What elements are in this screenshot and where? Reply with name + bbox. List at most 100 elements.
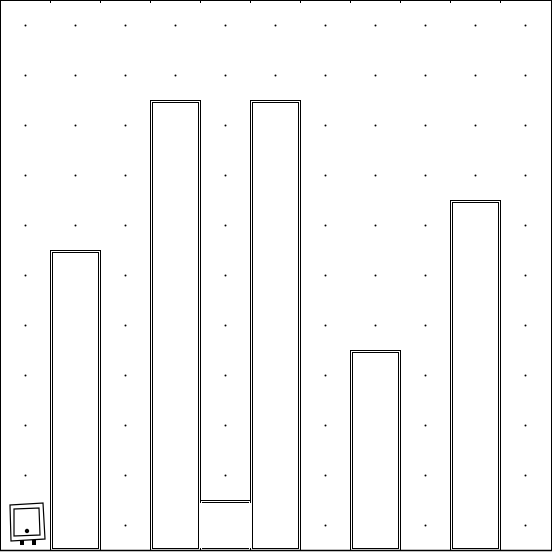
grid-dot	[524, 274, 527, 277]
wall-outer-edge	[50, 250, 101, 551]
grid-dot	[124, 224, 127, 227]
wall-outer-edge	[200, 500, 251, 551]
grid-dot	[474, 174, 477, 177]
grid-dot	[524, 124, 527, 127]
grid-dot	[24, 224, 27, 227]
grid-dot	[324, 524, 327, 527]
wall-join-right	[247, 503, 251, 548]
wall-outer-edge	[150, 100, 201, 551]
robot-leg-right	[32, 540, 36, 545]
grid-dot	[74, 124, 77, 127]
grid-dot	[74, 174, 77, 177]
grid-dot	[424, 74, 427, 77]
grid-dot	[374, 324, 377, 327]
grid-dot	[524, 524, 527, 527]
grid-dot	[124, 424, 127, 427]
grid-dot	[324, 324, 327, 327]
grid-dot	[274, 74, 277, 77]
grid-dot	[124, 174, 127, 177]
grid-dot	[124, 324, 127, 327]
wall-inner-edge	[152, 102, 199, 549]
grid-dot	[324, 224, 327, 227]
wall-column-5	[250, 100, 301, 551]
grid-dot	[24, 274, 27, 277]
grid-dot	[224, 74, 227, 77]
wall-column-7	[350, 350, 401, 551]
grid-dot	[24, 174, 27, 177]
grid-dot	[524, 474, 527, 477]
grid-dot	[524, 224, 527, 227]
grid-dot	[374, 274, 377, 277]
grid-dot	[424, 374, 427, 377]
wall-column-1	[50, 250, 101, 551]
grid-dot	[224, 324, 227, 327]
grid-dot	[524, 24, 527, 27]
grid-dot	[74, 224, 77, 227]
grid-dot	[124, 124, 127, 127]
grid-dot	[374, 74, 377, 77]
grid-dot	[324, 374, 327, 377]
grid-dot	[124, 374, 127, 377]
grid-dot	[374, 24, 377, 27]
grid-dot	[324, 74, 327, 77]
grid-dot	[74, 24, 77, 27]
grid-dot	[324, 24, 327, 27]
grid-dot	[74, 74, 77, 77]
grid-dot	[424, 324, 427, 327]
grid-dot	[224, 224, 227, 227]
grid-dot	[224, 274, 227, 277]
grid-dot	[474, 124, 477, 127]
grid-dot	[524, 174, 527, 177]
robot-leg-left	[20, 540, 24, 545]
wall-inner-edge	[252, 102, 299, 549]
grid-dot	[324, 474, 327, 477]
grid-dot	[224, 174, 227, 177]
grid-dot	[224, 424, 227, 427]
grid-dot	[124, 24, 127, 27]
grid-dot	[174, 74, 177, 77]
wall-outer-edge	[250, 100, 301, 551]
grid-dot	[324, 274, 327, 277]
grid-dot	[124, 474, 127, 477]
grid-dot	[424, 224, 427, 227]
wall-column-3	[150, 100, 201, 551]
wall-u-joins	[199, 500, 251, 548]
grid-dot	[424, 424, 427, 427]
grid-dot	[374, 174, 377, 177]
grid-dot	[324, 124, 327, 127]
grid-dot	[374, 224, 377, 227]
grid-dot	[24, 324, 27, 327]
wall-outer-edge	[450, 200, 501, 551]
grid-dot	[474, 74, 477, 77]
grid-dot	[224, 474, 227, 477]
robot-icon[interactable]	[9, 502, 46, 545]
grid-dot	[224, 124, 227, 127]
grid-dot	[374, 124, 377, 127]
grid-dot	[124, 524, 127, 527]
grid-dot	[524, 324, 527, 327]
wall-u-bottom	[200, 500, 251, 551]
grid-dot	[474, 24, 477, 27]
wall-inner-edge	[52, 252, 99, 549]
grid-dot	[24, 374, 27, 377]
grid-dot	[24, 124, 27, 127]
grid-dot	[124, 274, 127, 277]
grid-dot	[224, 24, 227, 27]
grid-dot	[424, 524, 427, 527]
grid-dot	[424, 474, 427, 477]
wall-inner-edge	[452, 202, 499, 549]
wall-join-left	[199, 503, 203, 548]
grid-dot	[224, 374, 227, 377]
grid-dot	[124, 74, 127, 77]
grid-dot	[424, 274, 427, 277]
grid-dot	[324, 424, 327, 427]
robot-screen	[13, 507, 41, 537]
grid-dot	[24, 424, 27, 427]
maze-walls	[50, 100, 501, 551]
grid-dot	[174, 24, 177, 27]
wall-outer-edge	[350, 350, 401, 551]
player-robot-icon[interactable]	[9, 502, 46, 545]
grid-dot	[24, 474, 27, 477]
